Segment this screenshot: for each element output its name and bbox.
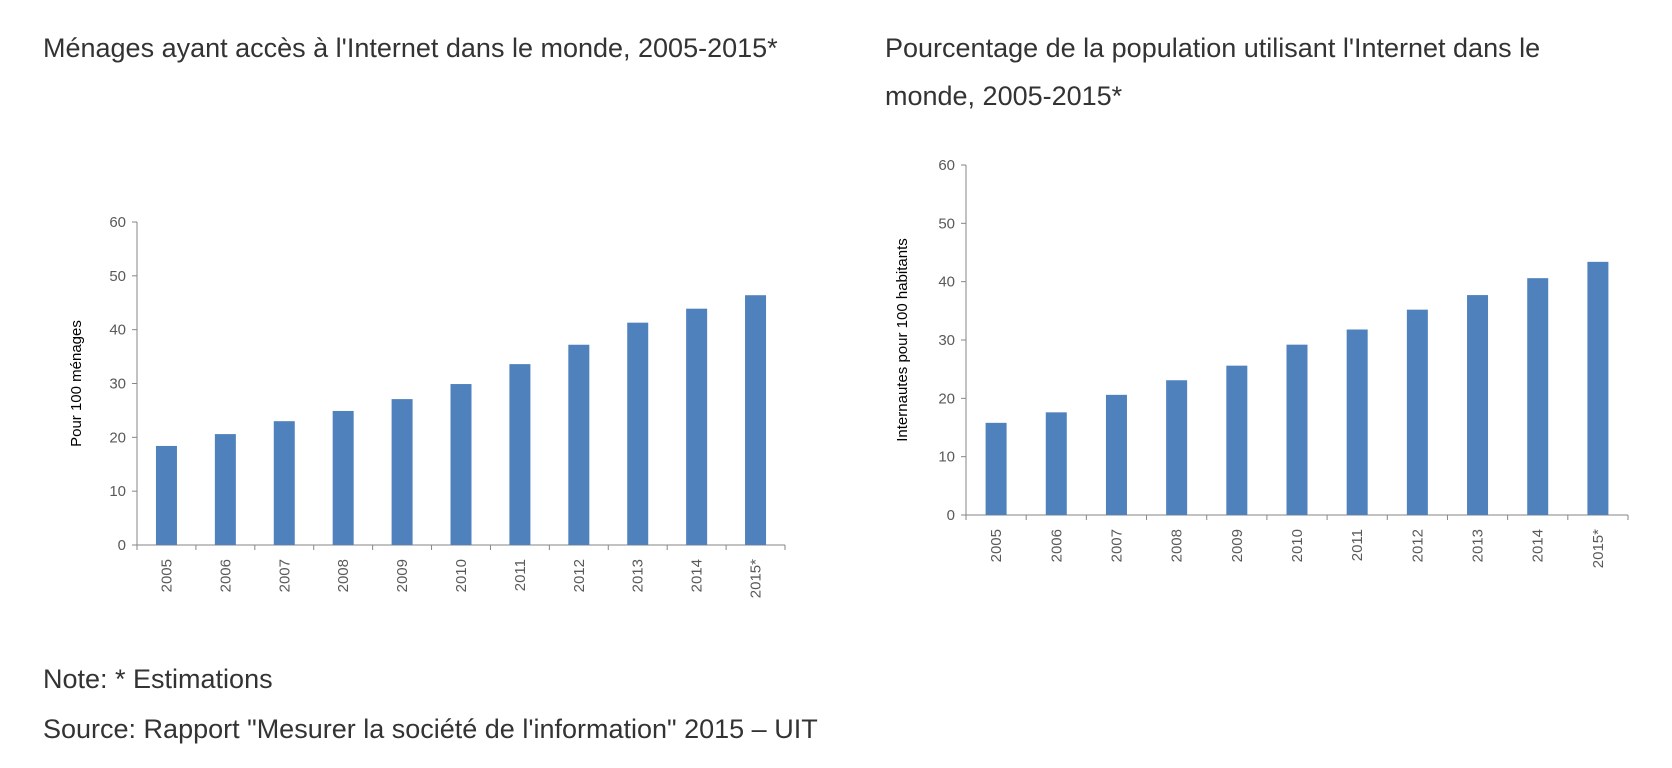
y-tick-label: 30 bbox=[109, 376, 126, 393]
bar-2010 bbox=[450, 384, 472, 545]
source-line: Source: Rapport "Mesurer la société de l… bbox=[43, 714, 818, 744]
bar-2015-est bbox=[745, 295, 767, 545]
bar-2013 bbox=[627, 322, 649, 545]
bar-2005 bbox=[155, 445, 177, 545]
chart-title-households: Ménages ayant accès à l'Internet dans le… bbox=[43, 33, 778, 63]
y-tick-label: 20 bbox=[109, 429, 126, 446]
x-tick-label: 2010 bbox=[453, 559, 470, 592]
bar-2009 bbox=[391, 399, 413, 545]
x-tick-label: 2015* bbox=[748, 559, 765, 598]
bar-2014 bbox=[686, 308, 708, 545]
y-tick-label: 0 bbox=[118, 537, 126, 554]
y-tick-label: 50 bbox=[109, 268, 126, 285]
x-tick-label: 2008 bbox=[335, 559, 352, 592]
x-tick-label: 2011 bbox=[512, 559, 529, 591]
bar-2012 bbox=[568, 344, 590, 545]
bar-2011 bbox=[509, 364, 531, 545]
bar-2006 bbox=[214, 434, 236, 545]
footnote: Note: * Estimations bbox=[43, 664, 273, 694]
x-tick-label: 2012 bbox=[571, 559, 588, 592]
bar-2007 bbox=[273, 421, 295, 545]
chart-title-population: Pourcentage de la population utilisant l… bbox=[885, 33, 1541, 111]
y-tick-label: 40 bbox=[109, 322, 126, 339]
x-tick-label: 2007 bbox=[276, 559, 293, 592]
x-tick-label: 2014 bbox=[689, 559, 706, 592]
x-tick-label: 2006 bbox=[217, 559, 234, 592]
y-tick-label: 10 bbox=[109, 483, 126, 500]
bar-2008 bbox=[332, 410, 354, 545]
x-tick-label: 2009 bbox=[394, 559, 411, 592]
x-tick-label: 2005 bbox=[158, 559, 175, 592]
y-axis-title: Pour 100 ménages bbox=[68, 320, 85, 447]
x-tick-label: 2013 bbox=[630, 559, 647, 592]
y-tick-label: 60 bbox=[109, 214, 126, 231]
